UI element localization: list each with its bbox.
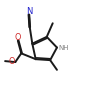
Text: O: O xyxy=(14,33,21,42)
Text: NH: NH xyxy=(58,45,69,51)
Text: O: O xyxy=(9,57,15,66)
Text: N: N xyxy=(26,7,32,16)
